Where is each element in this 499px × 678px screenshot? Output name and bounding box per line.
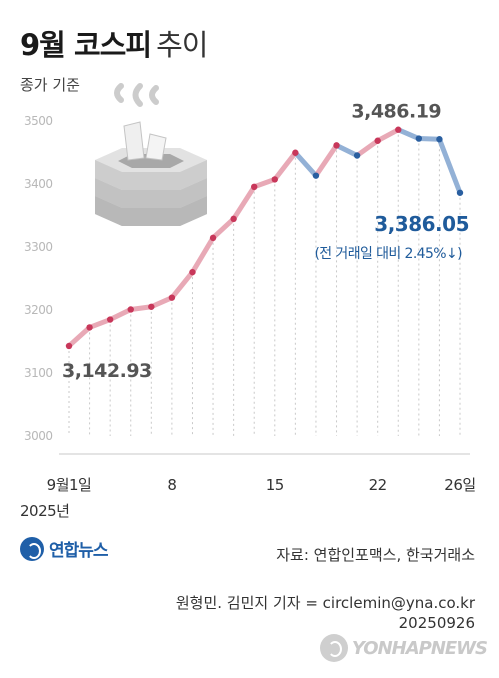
kospi-chart: 3000 3100 3200 3300 3400 3500 9월1일 8 15 22 26일 2025… bbox=[20, 83, 476, 520]
y-tick-label: 3200 bbox=[24, 303, 53, 317]
yonhap-logo: 연합뉴스 bbox=[20, 536, 109, 561]
data-point bbox=[271, 176, 278, 183]
data-point bbox=[436, 136, 443, 143]
data-point bbox=[333, 142, 340, 149]
line-segment bbox=[107, 306, 134, 323]
watermark-text: YONHAPNEWS bbox=[351, 637, 488, 659]
line-segment bbox=[66, 324, 93, 349]
stock-box-illustration bbox=[95, 83, 207, 226]
data-point bbox=[456, 189, 464, 196]
data-point bbox=[312, 172, 320, 179]
line-segment bbox=[210, 216, 237, 241]
graphic-code: 20250926 bbox=[398, 614, 475, 632]
line-segment bbox=[313, 142, 340, 179]
data-point bbox=[189, 268, 196, 276]
peak-value-label: 3,486.19 bbox=[351, 101, 441, 123]
line-segment bbox=[272, 150, 298, 182]
data-point bbox=[292, 149, 299, 156]
line-segment bbox=[416, 136, 442, 142]
credit-text: 원형민. 김민지 기자 = circlemin@yna.co.kr bbox=[175, 594, 475, 612]
line-segment bbox=[251, 176, 278, 190]
last-change-label: (전 거래일 대비 2.45%↓) bbox=[314, 246, 462, 262]
data-point bbox=[168, 294, 176, 301]
title-light: 추이 bbox=[156, 28, 208, 62]
last-value-label: 3,386.05 bbox=[374, 212, 469, 236]
data-point bbox=[353, 152, 361, 159]
x-tick-label: 9월1일 bbox=[47, 476, 92, 494]
line-segment bbox=[395, 127, 422, 142]
line-segment bbox=[87, 317, 113, 330]
year-label: 2025년 bbox=[20, 502, 69, 520]
data-point bbox=[148, 303, 155, 310]
line-segment bbox=[354, 138, 381, 158]
data-point bbox=[86, 324, 93, 331]
x-tick-label: 22 bbox=[369, 476, 387, 494]
x-tick-label: 8 bbox=[167, 476, 176, 494]
data-point bbox=[209, 234, 217, 242]
line-segment bbox=[169, 269, 195, 301]
line-segment bbox=[231, 184, 257, 222]
line-segment bbox=[334, 142, 360, 158]
logo-text: 연합뉴스 bbox=[49, 541, 109, 561]
data-point bbox=[374, 137, 381, 144]
x-tick-label: 15 bbox=[266, 476, 284, 494]
data-point bbox=[415, 135, 423, 142]
data-point bbox=[251, 183, 258, 191]
y-tick-label: 3100 bbox=[24, 366, 53, 380]
y-tick-label: 3400 bbox=[24, 177, 53, 191]
data-point bbox=[395, 126, 402, 133]
y-tick-label: 3500 bbox=[24, 114, 53, 128]
x-tick-label: 26일 bbox=[444, 476, 475, 494]
data-point bbox=[230, 215, 237, 223]
source-text: 자료: 연합인포맥스, 한국거래소 bbox=[276, 546, 475, 564]
yonhap-logo-mark-icon bbox=[20, 536, 44, 561]
title-bold: 9월 코스피 bbox=[20, 28, 152, 62]
line-segment bbox=[128, 304, 154, 312]
start-value-label: 3,142.93 bbox=[62, 360, 152, 382]
line-segment bbox=[189, 235, 216, 275]
line-segment bbox=[148, 295, 175, 310]
chart-subtitle: 종가 기준 bbox=[20, 76, 80, 94]
y-tick-label: 3300 bbox=[24, 240, 53, 254]
line-segment bbox=[436, 136, 463, 196]
data-point bbox=[106, 316, 114, 323]
data-point bbox=[127, 306, 134, 313]
line-segment bbox=[375, 127, 401, 144]
watermark: YONHAPNEWS bbox=[319, 634, 488, 662]
chart-title: 9월 코스피 추이 bbox=[20, 22, 208, 64]
watermark-logo-icon bbox=[319, 634, 348, 662]
data-point bbox=[65, 342, 73, 350]
y-tick-label: 3000 bbox=[24, 429, 53, 443]
line-segment bbox=[292, 150, 319, 179]
